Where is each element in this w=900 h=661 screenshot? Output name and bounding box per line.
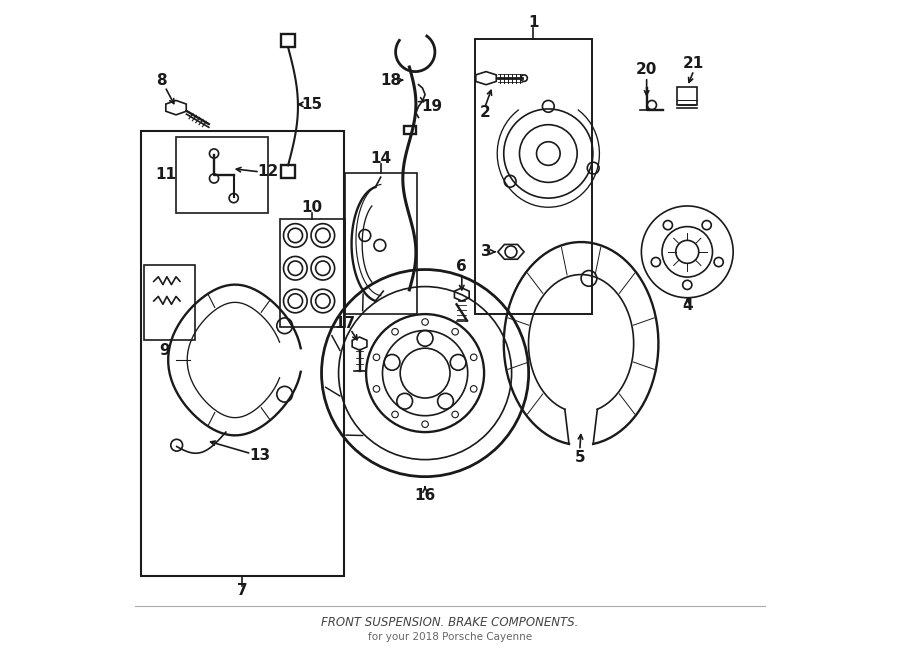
Bar	[404, 126, 416, 134]
Text: 14: 14	[371, 151, 392, 167]
Text: 1: 1	[528, 15, 538, 30]
Bar	[281, 165, 295, 178]
Bar	[176, 137, 268, 213]
Bar	[281, 34, 295, 48]
Text: 9: 9	[159, 342, 170, 358]
Text: 5: 5	[574, 449, 585, 465]
Text: 3: 3	[481, 245, 491, 259]
Text: 10: 10	[302, 200, 323, 215]
Bar	[140, 131, 344, 576]
Text: 4: 4	[682, 298, 693, 313]
Text: 17: 17	[335, 317, 356, 331]
Text: 19: 19	[421, 99, 442, 114]
Bar	[280, 219, 345, 327]
Text: 12: 12	[257, 165, 278, 179]
Text: 11: 11	[155, 167, 176, 182]
Text: 21: 21	[683, 56, 705, 71]
Bar	[144, 265, 195, 340]
Text: 18: 18	[381, 73, 401, 88]
Text: for your 2018 Porsche Cayenne: for your 2018 Porsche Cayenne	[368, 633, 532, 642]
Text: 15: 15	[302, 97, 323, 112]
Text: 7: 7	[237, 583, 248, 598]
Text: 16: 16	[415, 488, 436, 502]
Text: 6: 6	[456, 258, 467, 274]
Bar	[678, 87, 698, 105]
Bar	[345, 173, 418, 314]
Text: 2: 2	[480, 105, 491, 120]
Text: 8: 8	[157, 73, 166, 88]
Text: 13: 13	[249, 447, 271, 463]
Text: 20: 20	[636, 62, 657, 77]
Text: FRONT SUSPENSION. BRAKE COMPONENTS.: FRONT SUSPENSION. BRAKE COMPONENTS.	[321, 615, 579, 629]
Bar	[475, 39, 591, 314]
